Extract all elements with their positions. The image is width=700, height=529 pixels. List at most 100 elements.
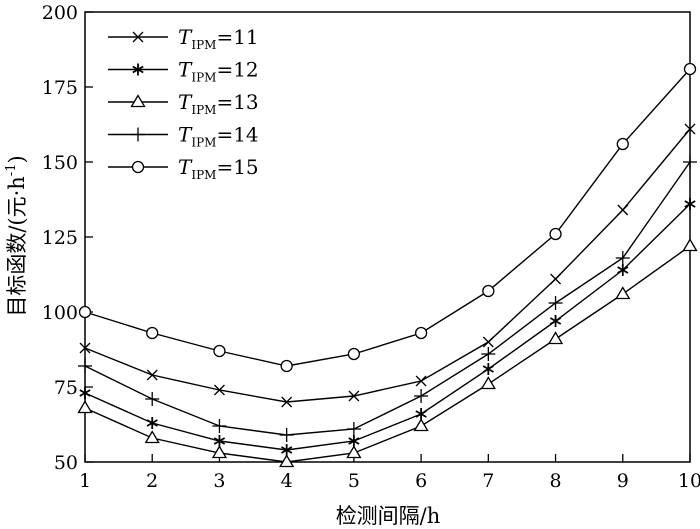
data-point (146, 417, 158, 429)
data-point (683, 155, 697, 169)
data-point (617, 264, 629, 276)
y-axis-label-superscript: -1 (4, 164, 19, 177)
data-point (130, 94, 146, 108)
data-point (281, 396, 293, 408)
x-tick-label: 8 (550, 470, 562, 492)
series-layer (77, 62, 698, 468)
data-point (549, 227, 562, 241)
triangle-marker (480, 376, 496, 390)
legend-label-subscript: IPM (191, 71, 216, 85)
x-marker-stroke (348, 390, 360, 402)
data-point (482, 363, 494, 375)
series-line (84, 245, 691, 463)
data-point (346, 445, 362, 459)
legend-item: TIPM=12 (108, 58, 259, 85)
y-tick-label: 150 (42, 152, 78, 174)
circle-marker (347, 347, 361, 361)
x-marker-stroke (79, 342, 91, 354)
legend-label-value: =13 (216, 90, 258, 114)
series-line (84, 161, 691, 436)
triangle-marker (413, 418, 429, 432)
x-marker-stroke (482, 336, 494, 348)
data-point (683, 62, 697, 76)
data-point (78, 305, 92, 319)
data-point (682, 238, 698, 252)
series-2 (79, 198, 696, 456)
x-tick-label: 9 (617, 470, 629, 492)
plot-frame (84, 11, 691, 463)
data-point (414, 326, 428, 340)
x-marker-stroke (146, 369, 158, 381)
circle-marker (213, 344, 226, 358)
axis-ticks: 1 2 3 4 5 6 7 8 9 10 50 75 100 125 150 175 200 (42, 2, 700, 492)
legend-label-symbol: T (178, 123, 193, 147)
star-marker-stroke (146, 419, 158, 427)
x-marker-stroke (550, 273, 562, 285)
data-point (79, 342, 91, 354)
data-point (144, 430, 160, 444)
legend-label: TIPM=13 (178, 90, 259, 117)
y-axis-label: 目标函数/(元·h-1) (4, 155, 29, 316)
circle-marker (549, 227, 562, 241)
triangle-marker (279, 454, 295, 468)
x-marker-stroke (415, 375, 427, 387)
star-marker-stroke (281, 446, 293, 454)
legend-label: TIPM=14 (178, 123, 259, 150)
triangle-marker (130, 94, 146, 108)
y-axis-label-close: ) (5, 155, 29, 163)
legend-item: TIPM=13 (108, 90, 259, 117)
data-point (213, 435, 226, 447)
triangle-marker (682, 238, 698, 252)
circle-marker (616, 137, 629, 151)
series-line (84, 203, 691, 451)
data-point (281, 444, 293, 456)
data-point (480, 376, 496, 390)
legend-label-subscript: IPM (191, 103, 216, 117)
legend-label-symbol: T (178, 25, 193, 49)
data-point (279, 428, 294, 442)
data-point (346, 422, 361, 436)
data-point (146, 326, 159, 340)
circle-marker (414, 326, 428, 340)
legend-label-subscript: IPM (191, 168, 216, 182)
data-point (280, 359, 293, 373)
data-point (132, 63, 144, 76)
data-point (547, 331, 564, 345)
data-point (213, 344, 226, 358)
data-point (413, 418, 429, 432)
triangle-marker (211, 445, 228, 459)
legend-label: TIPM=11 (178, 25, 259, 52)
data-point (212, 419, 227, 433)
data-point (131, 127, 145, 142)
x-marker-stroke (617, 204, 629, 216)
circle-marker (146, 326, 159, 340)
data-point (615, 286, 631, 300)
data-point (78, 359, 92, 373)
y-tick-label: 125 (42, 227, 78, 249)
x-marker-stroke (213, 384, 225, 396)
star-marker-stroke (482, 365, 494, 373)
legend-label-subscript: IPM (191, 38, 216, 52)
triangle-marker (77, 400, 93, 414)
x-tick-label: 6 (415, 470, 427, 492)
x-tick-label: 1 (79, 470, 91, 492)
legend-label-value: =14 (216, 123, 258, 147)
x-marker-stroke (132, 31, 144, 43)
star-marker-stroke (684, 200, 696, 208)
legend-label: TIPM=15 (178, 155, 259, 182)
data-point (415, 408, 427, 420)
data-point (211, 445, 228, 459)
x-marker-stroke (281, 396, 293, 408)
x-tick-label: 3 (213, 470, 225, 492)
legend-item: TIPM=11 (108, 25, 259, 52)
star-marker-stroke (213, 437, 226, 445)
y-tick-label: 75 (54, 377, 78, 399)
x-marker-stroke (684, 123, 696, 135)
data-point (146, 369, 158, 381)
circle-marker (78, 305, 92, 319)
data-point (684, 198, 696, 210)
data-point (414, 389, 429, 403)
triangle-marker (144, 430, 160, 444)
y-tick-label: 100 (42, 302, 78, 324)
